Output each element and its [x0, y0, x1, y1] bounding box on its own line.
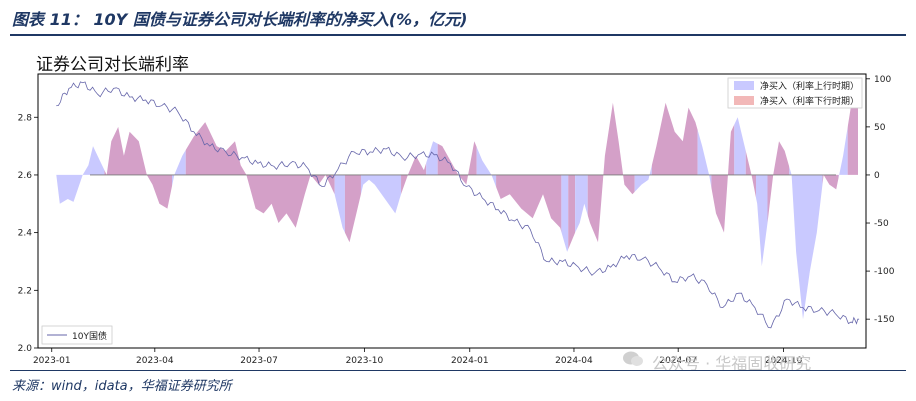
source-rule [10, 370, 906, 371]
legend-top-right: 净买入（利率上行时期） 净买入（利率下行时期） [727, 77, 863, 109]
figure-caption: 图表 11： 10Y 国债与证券公司对长端利率的净买入(%，亿元) [12, 10, 468, 29]
y-left-axis: 2.0 2.2 2.4 2.6 2.8 [18, 113, 38, 354]
net-buy-area-rate-down [847, 93, 858, 175]
net-buy-area-rate-down [344, 174, 361, 243]
net-buy-area-rate-up [56, 146, 105, 204]
legend-swatch-rate-down [734, 96, 754, 105]
x-tick-label: 2023-04 [136, 356, 174, 366]
x-tick-label: 2024-04 [555, 356, 593, 366]
y-right-tick-label: -50 [874, 219, 889, 229]
net-buy-area-rate-up [171, 149, 186, 187]
net-buy-area-rate-up [734, 117, 746, 175]
net-buy-area-rate-down [587, 102, 635, 243]
legend-bottom-left: 10Y国债 [41, 325, 113, 345]
y-left-tick-label: 2.6 [18, 171, 33, 181]
legend-label-rate-down: 净买入（利率下行时期） [760, 95, 859, 107]
x-tick-label: 2024-07 [659, 356, 697, 366]
net-buy-area-rate-up [789, 166, 823, 320]
legend-swatch-rate-up [734, 81, 754, 90]
net-buy-area-rate-up [634, 165, 652, 192]
x-tick-label: 2023-07 [240, 356, 278, 366]
y-right-axis: 100 50 0 -50 -100 -150 [866, 75, 895, 325]
bond-10y-series [56, 81, 860, 329]
legend-label-rate-up: 净买入（利率上行时期） [760, 80, 859, 92]
net-buy-area-rate-up [334, 174, 345, 233]
net-buy-areas [56, 93, 858, 320]
y-right-tick-label: 50 [874, 123, 886, 133]
y-left-tick-label: 2.8 [18, 113, 33, 123]
source-note: 来源：wind，idata，华福证券研究所 [12, 379, 232, 394]
y-left-tick-label: 2.2 [18, 286, 32, 296]
y-right-tick-label: -100 [874, 267, 895, 277]
net-buy-area-rate-down [822, 174, 839, 190]
y-right-tick-label: 0 [874, 171, 880, 181]
x-tick-label: 2024-01 [451, 356, 489, 366]
net-buy-area-rate-up [756, 174, 768, 267]
y-right-tick-label: -150 [874, 315, 895, 325]
net-buy-area-rate-down [745, 150, 757, 199]
net-buy-area-rate-up [426, 141, 438, 175]
net-buy-area-rate-down [711, 124, 735, 233]
y-right-tick-label: 100 [874, 75, 891, 85]
y-left-tick-label: 2.4 [18, 229, 33, 239]
net-buy-area-rate-up [838, 126, 848, 179]
net-buy-area-rate-down [568, 174, 576, 250]
caption-rule [10, 34, 906, 36]
plot-frame [37, 73, 867, 349]
net-buy-area-rate-up [476, 146, 497, 187]
net-buy-area-rate-up [561, 174, 569, 252]
watermark-text: 公众号 · 华福固收研究 [652, 354, 812, 373]
legend-bottom-left-box [41, 325, 113, 345]
legend-label-bond: 10Y国债 [72, 330, 107, 342]
net-buy-area-rate-up [575, 174, 588, 233]
net-buy-area-rate-down [437, 141, 477, 185]
x-axis: 2023-01 2023-04 2023-07 2023-10 2024-01 2024-… [33, 348, 803, 366]
x-tick-label: 2023-01 [33, 356, 71, 366]
net-buy-area-rate-up [360, 174, 402, 214]
chart-title: 证券公司对长端利率 [36, 55, 189, 75]
y-left-tick-label: 2.0 [18, 344, 33, 354]
net-buy-area-rate-down [767, 141, 790, 223]
bond-10y-line [56, 81, 860, 329]
net-buy-area-rate-up [697, 130, 712, 188]
net-buy-area-rate-down [496, 174, 562, 232]
wechat-icon [623, 351, 643, 366]
net-buy-area-rate-down [651, 102, 698, 175]
x-tick-label: 2023-10 [346, 356, 384, 366]
x-tick-label: 2024-10 [765, 356, 803, 366]
net-buy-area-rate-down [104, 126, 172, 209]
